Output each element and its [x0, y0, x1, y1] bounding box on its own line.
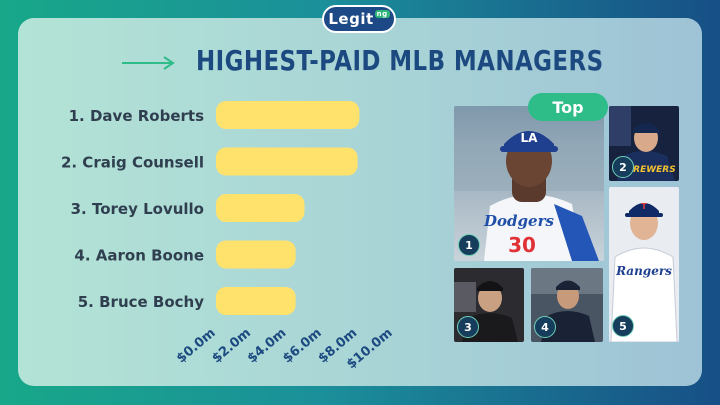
rank-badge-5: 5 — [612, 315, 634, 337]
x-tick-label: $2.0m — [209, 326, 254, 367]
rank-badge-1: 1 — [458, 234, 480, 256]
jersey-team: BREWERS — [626, 165, 675, 175]
cap-letter: T — [641, 202, 647, 211]
photo-dave-roberts: LA Dodgers 30 1 — [454, 106, 604, 261]
bar — [216, 194, 305, 222]
rank-badge-3: 3 — [457, 316, 479, 338]
x-tick-label: $6.0m — [280, 326, 325, 367]
photo-torey-lovullo: 3 — [454, 268, 524, 342]
legit-logo[interactable]: Legit ng — [322, 5, 396, 33]
category-label: 2. Craig Counsell — [61, 154, 204, 172]
category-label: 4. Aaron Boone — [74, 247, 204, 265]
category-label: 1. Dave Roberts — [69, 107, 204, 125]
x-tick-label: $4.0m — [245, 326, 290, 367]
bar — [216, 287, 296, 315]
top-badge: Top — [528, 93, 608, 121]
jersey-team: Dodgers — [483, 212, 554, 230]
category-label: 5. Bruce Bochy — [78, 293, 204, 311]
photo-aaron-boone: 4 — [531, 268, 603, 342]
page-title: HIGHEST-PAID MLB MANAGERS — [196, 44, 604, 77]
bar-chart: 1. Dave Roberts 2. Craig Counsell 3. Torey… — [61, 101, 396, 372]
arrow-right-icon — [122, 56, 175, 70]
photo-bruce-bochy: T Rangers 5 — [609, 187, 679, 342]
cap-letters: LA — [521, 131, 539, 145]
photo-craig-counsell: BREWERS 2 — [609, 106, 679, 181]
jersey-number: 30 — [508, 233, 536, 257]
category-label: 3. Torey Lovullo — [71, 200, 204, 218]
jersey-team: Rangers — [615, 264, 672, 278]
logo-text: Legit — [328, 10, 374, 28]
x-tick-label: $0.0m — [174, 326, 219, 367]
rank-badge-4: 4 — [534, 316, 556, 338]
rank-badge-2: 2 — [612, 156, 634, 178]
bar — [216, 147, 358, 176]
bar — [216, 101, 360, 129]
logo-suffix: ng — [374, 10, 390, 18]
bar — [216, 240, 296, 269]
